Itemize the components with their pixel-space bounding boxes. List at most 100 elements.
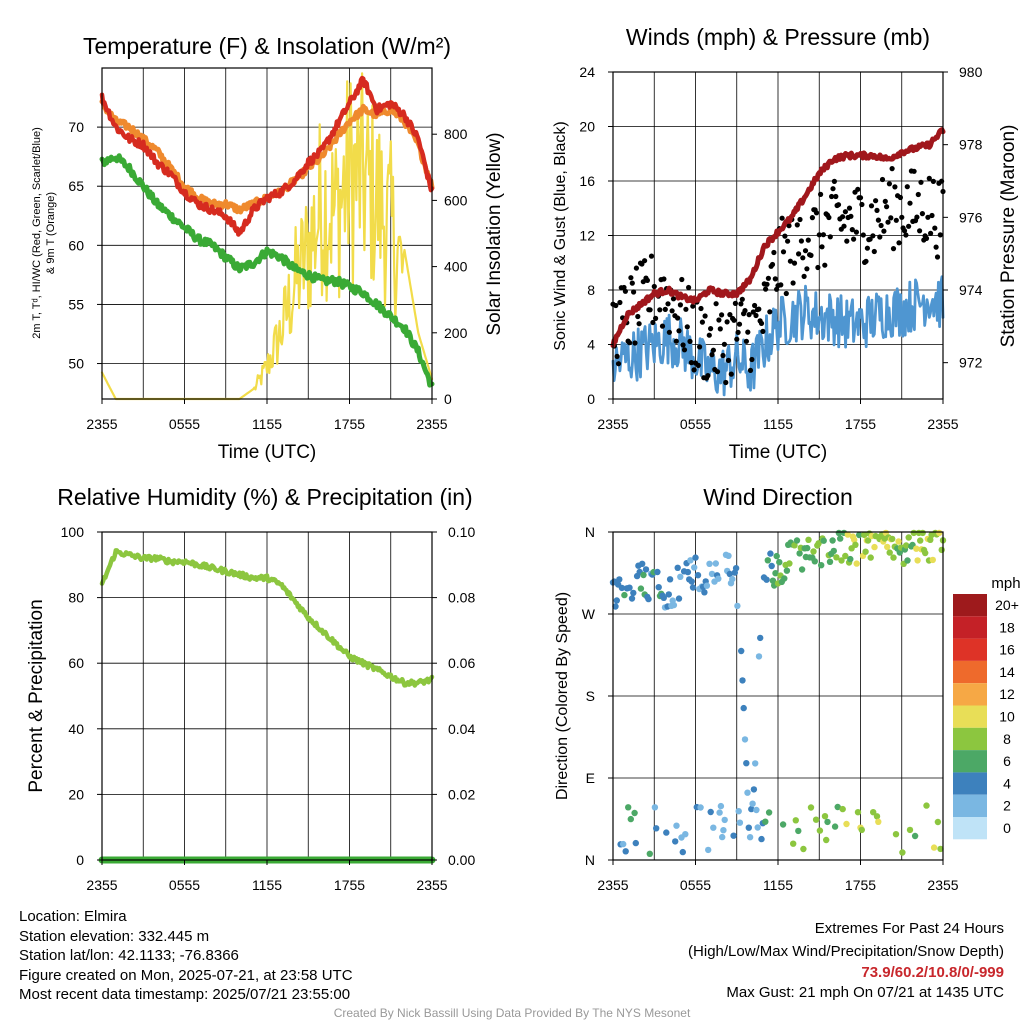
direction-point [744,789,751,796]
gust-point [628,275,634,281]
gust-point [642,258,648,264]
gust-point [706,332,712,338]
direction-point [772,570,779,577]
direction-point [677,573,684,580]
rh-x-tick-label: 2355 [416,877,447,893]
gust-point [721,341,728,347]
gust-point [681,347,688,353]
gust-point [699,319,706,325]
gust-point [684,324,690,330]
gust-point [857,195,864,201]
gust-point [780,249,787,255]
gust-point [820,232,827,238]
legend-swatch [953,750,987,773]
direction-point [837,535,844,542]
gust-point [713,301,719,307]
direction-point [734,602,741,610]
gust-point [855,186,861,192]
wind-panel-title: Winds (mph) & Pressure (mb) [626,24,930,50]
direction-point [823,836,830,844]
legend-swatch [953,638,987,661]
direction-point [682,831,689,838]
gust-point [830,186,836,192]
temp-x-tick-label: 1155 [252,416,282,432]
dir-left-tick-label: W [582,606,596,622]
direction-point [884,543,891,551]
direction-point [922,549,929,557]
gust-point [714,369,721,375]
direction-point [745,824,752,831]
rh-x-tick-label: 1155 [252,877,282,893]
direction-point [697,804,704,811]
gust-point [796,251,802,257]
station-elevation: Station elevation: 332.445 m [19,927,210,945]
gust-point [933,244,939,250]
gust-point [686,284,692,291]
direction-point [913,545,920,552]
direction-point [824,818,831,826]
gust-point [724,319,730,325]
rh-right-ticks: 0.00 0.02 0.04 0.06 0.08 0.10 [432,524,475,868]
direction-point [851,536,858,544]
direction-point [749,800,756,807]
gust-point [767,309,773,315]
gust-point [800,255,806,261]
direction-point [705,846,712,854]
direction-point [626,584,633,591]
wind-x-tick-label: 2355 [927,416,958,432]
gust-point [853,229,860,235]
legend-label: 0 [1003,820,1011,836]
gust-point [926,175,932,181]
temp-ylabel-right: Solar Insolation (Yellow) [484,132,505,335]
direction-point [767,550,774,557]
temp-left-ticks: 50 55 60 65 70 [68,119,102,372]
gust-point [765,275,772,281]
wind-right-tick-label: 972 [959,355,983,371]
gust-point [705,373,711,379]
direction-point [839,805,846,813]
direction-point [692,554,699,561]
gust-point [708,326,714,332]
gust-point [874,207,880,213]
gust-point [648,253,655,259]
direction-point [670,601,678,609]
rh-left-tick-label: 100 [61,524,85,540]
gust-point [877,234,883,240]
legend-label: 20+ [995,597,1019,613]
direction-point [691,564,698,571]
gust-point [659,323,666,329]
direction-point [895,538,902,545]
direction-point [753,806,760,814]
dir-series [609,529,947,857]
extremes-title: Extremes For Past 24 Hours [814,920,1004,937]
gust-point [844,238,850,244]
direction-point [769,577,777,584]
gust-point [929,212,935,219]
direction-point [739,677,746,684]
gust-point [719,312,725,318]
direction-point [800,845,807,853]
gust-point [709,352,715,358]
wind-right-tick-label: 976 [959,209,983,225]
gust-point [680,342,686,348]
figure-created: Figure created on Mon, 2025-07-21, at 23… [19,966,353,984]
direction-point [858,826,865,834]
direction-point [642,566,650,573]
temp-x-tick-label: 2355 [416,416,447,432]
gust-point [749,356,755,363]
gust-point [695,362,701,368]
rh-right-tick-label: 0.00 [448,852,475,868]
gust-point [752,302,758,309]
direction-point [758,835,765,843]
direction-point [864,537,872,544]
dir-x-tick-label: 2355 [597,877,628,893]
gust-point [772,276,778,282]
direction-point [844,531,851,538]
direction-point [764,557,771,564]
rh-x-ticks: 2355 0555 1155 1755 2355 [86,860,448,893]
temp-x-tick-label: 1755 [334,416,365,432]
direction-point [826,558,834,565]
gust-point [720,352,726,359]
